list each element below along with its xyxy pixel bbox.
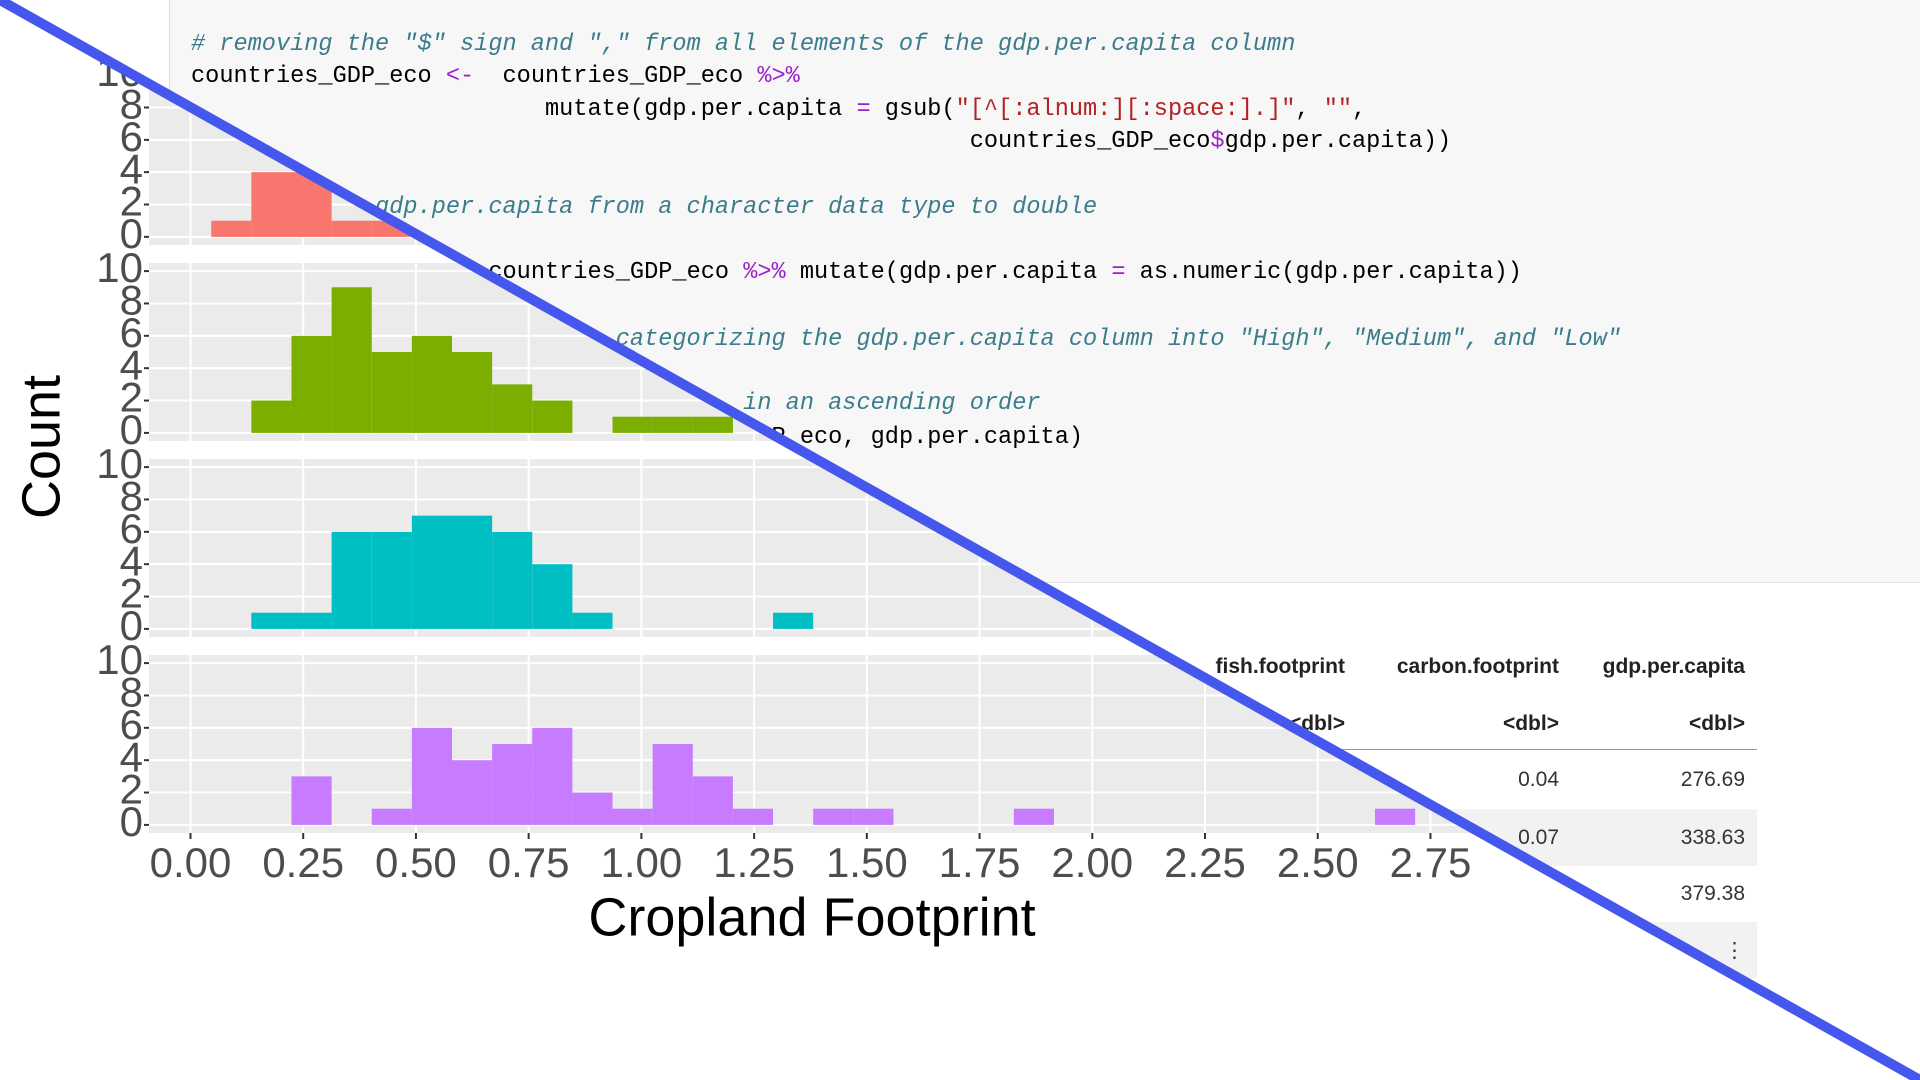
histogram-bar (853, 809, 893, 825)
x-tick-label: 1.25 (713, 839, 795, 886)
histogram-bar (211, 221, 251, 237)
code-line: # removing the "$" sign and "," from all… (191, 33, 1295, 57)
histogram-bar (613, 809, 653, 825)
histogram-bar (572, 613, 612, 629)
histogram-bar (492, 744, 532, 825)
histogram-bar (733, 809, 773, 825)
code-token: $ (1210, 128, 1225, 155)
histogram-bar (693, 776, 733, 825)
code-token: gdp.per.capita)) (1224, 128, 1452, 155)
code-token: = (1111, 259, 1126, 286)
histogram-bar (532, 401, 572, 433)
column-type: <dbl> (1688, 712, 1745, 735)
histogram-bar (251, 613, 291, 629)
histogram-bar (693, 417, 733, 433)
histogram-bar (251, 172, 291, 237)
y-axis-label: Count (11, 375, 71, 519)
histogram-bar (452, 352, 492, 433)
y-tick-label: 10 (96, 440, 143, 487)
x-tick-label: 2.00 (1051, 839, 1133, 886)
code-token: , (1295, 96, 1324, 123)
table-cell: 276.69 (1680, 768, 1745, 791)
histogram-bar (613, 417, 653, 433)
y-tick-label: 10 (96, 244, 143, 291)
histogram-bar (291, 336, 331, 433)
histogram-bar (332, 287, 372, 433)
table-cell: 338.63 (1680, 826, 1745, 849)
code-token: countries_GDP_eco (474, 259, 744, 286)
code-token: countries_GDP_eco (191, 63, 446, 90)
x-tick-label: 0.50 (375, 839, 457, 886)
x-tick-label: 2.75 (1390, 839, 1472, 886)
x-axis-label: Cropland Footprint (588, 887, 1035, 947)
code-line: countries_GDP_eco <- countries_GDP_eco %… (191, 65, 800, 89)
x-tick-label: 2.50 (1277, 839, 1359, 886)
histogram-bar (1014, 809, 1054, 825)
histogram-bar (653, 417, 693, 433)
histogram-bar (332, 221, 372, 237)
y-tick-label: 10 (96, 636, 143, 683)
histogram-bar (572, 793, 612, 825)
histogram-bar (412, 516, 452, 629)
histogram-bar (492, 384, 532, 433)
histogram-bar (532, 728, 572, 825)
code-token: %>% (743, 259, 786, 286)
histogram-bar (332, 532, 372, 629)
code-line: countries_GDP_eco$gdp.per.capita)) (191, 130, 1451, 154)
code-token: gsub( (870, 96, 956, 123)
histogram-bar (653, 744, 693, 825)
code-token: <- (445, 63, 475, 90)
histogram-bar (251, 401, 291, 433)
code-line: mutate(gdp.per.capita = gsub("[^[:alnum:… (191, 98, 1366, 122)
code-token: countries_GDP_eco (191, 128, 1211, 155)
x-tick-label: 1.50 (826, 839, 908, 886)
code-token: mutate(gdp.per.capita (191, 96, 857, 123)
histogram-bar (412, 728, 452, 825)
code-token: = (856, 96, 871, 123)
x-tick-label: 1.75 (939, 839, 1021, 886)
histogram-bar (291, 776, 331, 825)
histogram-bar (773, 613, 813, 629)
histogram-bar (291, 613, 331, 629)
x-tick-label: 2.25 (1164, 839, 1246, 886)
histogram-bar (813, 809, 853, 825)
code-token: countries_GDP_eco (474, 63, 758, 90)
code-token: as.numeric(gdp.per.capita)) (1125, 259, 1522, 286)
histogram-bar (1375, 809, 1415, 825)
code-token: , (1352, 96, 1367, 123)
column-header: gdp.per.capita (1602, 655, 1745, 678)
histogram-bar (492, 532, 532, 629)
histogram-bar (412, 336, 452, 433)
histogram-bar (372, 532, 412, 629)
code-token: %>% (757, 63, 800, 90)
code-token: "" (1323, 96, 1353, 123)
code-token: mutate(gdp.per.capita (785, 259, 1112, 286)
histogram-bar (452, 760, 492, 825)
x-tick-label: 1.00 (601, 839, 683, 886)
x-tick-label: 0.75 (488, 839, 570, 886)
histogram-bar (452, 516, 492, 629)
x-tick-label: 0.25 (262, 839, 344, 886)
x-tick-label: 0.00 (150, 839, 232, 886)
code-token: # removing the "$" sign and "," from all… (191, 31, 1296, 58)
histogram-bar (532, 564, 572, 629)
histogram-bar (372, 809, 412, 825)
code-token: "[^[:alnum:][:space:].]" (955, 96, 1296, 123)
histogram-bar (372, 352, 412, 433)
